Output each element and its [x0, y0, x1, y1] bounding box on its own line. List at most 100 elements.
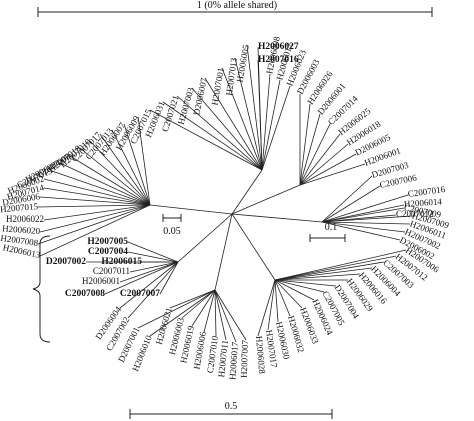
- branch-3: [246, 44, 263, 171]
- branch-50: [274, 279, 279, 323]
- branch-61: [274, 249, 407, 281]
- leaf-label: H2007016: [258, 55, 299, 65]
- branch-63: [321, 221, 406, 233]
- scale-bar-small-right: [309, 234, 346, 242]
- branch-51: [274, 279, 291, 317]
- bottom-scale-bar: [129, 409, 333, 419]
- branch-68: [321, 204, 405, 223]
- leaf-label: H2006027: [258, 42, 299, 52]
- branch-27: [39, 204, 151, 257]
- branch-47: [214, 289, 247, 341]
- leaf-labels: H2006027H2007016H2006005H2007013H2007001…: [0, 35, 451, 380]
- leaf-label: H2007005: [87, 237, 128, 247]
- branch-58: [274, 267, 373, 281]
- branch-15: [89, 140, 151, 206]
- branch-78: [299, 103, 311, 186]
- branch-40: [169, 289, 216, 309]
- leaf-label: H2006017: [227, 341, 240, 380]
- leaf-label: H2007007: [239, 339, 250, 378]
- top-scale-bar: [37, 7, 433, 17]
- branch-49: [267, 279, 276, 331]
- branch-45: [214, 289, 227, 341]
- branch-9: [162, 101, 263, 171]
- branch-13: [111, 129, 151, 206]
- branch-53: [274, 279, 315, 301]
- branch-64: [321, 221, 411, 225]
- branch-8: [176, 95, 263, 171]
- branch-41: [181, 289, 216, 319]
- leaf-label: H2007015: [0, 201, 39, 214]
- leaf-label: C2007004: [88, 247, 128, 257]
- branch-37: [127, 261, 179, 319]
- branch-backbone-lower-right: [231, 213, 276, 281]
- branch-12: [123, 123, 151, 206]
- branch-75: [299, 133, 341, 186]
- branch-35: [159, 261, 179, 295]
- leaf-label: H2006015: [101, 257, 142, 267]
- branch-65: [321, 215, 413, 223]
- branch-backbone-lower-left: [177, 213, 233, 263]
- branch-20: [43, 178, 151, 206]
- leaf-label: H2007001: [210, 67, 226, 106]
- leaf-label: H2007011: [216, 339, 230, 378]
- leaf-label: D2006007: [191, 76, 209, 116]
- branch-29: [127, 251, 179, 263]
- cluster-brace: [32, 235, 51, 343]
- leaf-label: H2006001: [82, 276, 120, 286]
- branch-24: [43, 204, 151, 221]
- branch-backbone-right-up: [231, 184, 301, 215]
- leaf-label: H2006020: [2, 223, 41, 236]
- branch-39: [149, 289, 216, 337]
- branch-backbone-lower-mid: [214, 213, 233, 291]
- scale-label-small-right: 0.1: [325, 222, 338, 233]
- branch-33: [119, 261, 179, 283]
- leaf-label: C2007011: [93, 266, 130, 276]
- branch-71: [321, 175, 373, 223]
- branch-32: [129, 261, 179, 273]
- branch-43: [203, 289, 216, 333]
- branch-74: [299, 143, 349, 186]
- branch-77: [299, 113, 321, 186]
- branch-19: [51, 170, 151, 206]
- branch-72: [299, 163, 366, 186]
- branch-backbone-left: [149, 204, 233, 215]
- branch-2: [257, 59, 263, 171]
- scale-bar-small-left: [162, 214, 182, 222]
- branch-52: [274, 279, 303, 309]
- branch-14: [99, 133, 151, 206]
- branch-46: [214, 289, 237, 343]
- branch-81: [261, 79, 281, 171]
- tree-branches: [37, 44, 413, 343]
- branch-44: [214, 289, 217, 337]
- branch-69: [321, 194, 409, 223]
- branch-17: [69, 155, 151, 206]
- branch-4: [234, 57, 263, 171]
- branch-18: [59, 162, 151, 206]
- top-scale-label: 1 (0% allele shared): [197, 0, 277, 11]
- branch-backbone-upper: [231, 169, 263, 215]
- branch-66: [321, 207, 405, 223]
- branch-11: [137, 116, 151, 206]
- branch-62: [321, 221, 401, 241]
- scale-label-small-left: 0.05: [163, 226, 181, 237]
- branch-5: [221, 67, 263, 171]
- branch-42: [191, 289, 216, 327]
- leaf-label: C2007008: [65, 289, 105, 299]
- branch-76: [299, 123, 331, 186]
- branch-6: [204, 77, 263, 171]
- branch-55: [274, 279, 337, 287]
- branch-80: [261, 85, 291, 171]
- branch-60: [274, 255, 397, 281]
- leaf-label: D2007002: [46, 257, 86, 267]
- branch-backbone-right: [231, 213, 323, 223]
- bottom-scale-label: 0.5: [225, 401, 238, 412]
- branch-82: [261, 73, 271, 171]
- leaf-label: C2007007: [120, 289, 160, 299]
- branch-36: [119, 261, 179, 309]
- branch-38: [137, 289, 216, 329]
- branch-21: [43, 187, 151, 206]
- branch-7: [191, 87, 263, 171]
- leaf-label: C2007012: [396, 209, 434, 219]
- branch-59: [274, 261, 385, 281]
